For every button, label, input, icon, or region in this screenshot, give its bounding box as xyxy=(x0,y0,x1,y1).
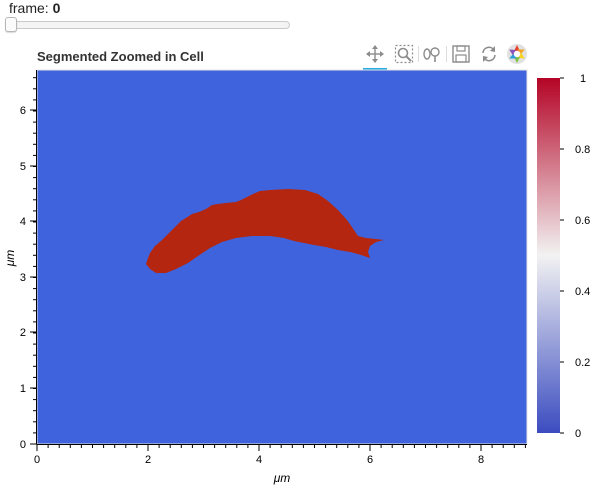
toolbar-separator xyxy=(418,46,419,62)
reset-tool-button[interactable] xyxy=(478,43,500,65)
wheel-zoom-tool-button[interactable] xyxy=(421,43,443,65)
y-axis-label: μm xyxy=(3,250,17,268)
colorbar: 0 0.2 0.4 0.6 0.8 1 xyxy=(537,73,590,440)
frame-slider-track[interactable] xyxy=(8,21,290,29)
save-icon xyxy=(452,45,470,63)
plot-title: Segmented Zoomed in Cell xyxy=(37,49,204,64)
x-tick-label: 6 xyxy=(367,454,373,466)
x-tick-label: 4 xyxy=(256,454,262,466)
wheel-zoom-icon xyxy=(423,47,440,62)
x-tick-label: 0 xyxy=(34,454,40,466)
x-tick-label: 8 xyxy=(478,454,484,466)
x-axis-label: μm xyxy=(273,471,291,485)
pan-icon xyxy=(366,45,384,63)
y-tick-label: 1 xyxy=(20,383,26,395)
colorbar-tick-label: 1 xyxy=(580,73,586,85)
box-zoom-tool-button[interactable] xyxy=(393,43,415,65)
colorbar-tick-label: 0.4 xyxy=(575,286,590,298)
reset-icon xyxy=(482,46,496,62)
segmentation-image xyxy=(37,70,527,444)
y-tick-label: 3 xyxy=(20,272,26,284)
x-axis: 0 2 4 6 8 μm xyxy=(34,444,527,485)
y-axis: 0 1 2 3 4 5 6 μm xyxy=(3,70,37,451)
colorbar-gradient xyxy=(537,78,560,433)
colorbar-tick-label: 0.8 xyxy=(575,144,590,156)
toolbar-separator xyxy=(446,46,447,62)
slider-value: 0 xyxy=(52,0,61,16)
bokeh-logo-icon xyxy=(507,44,527,64)
y-tick-label: 6 xyxy=(20,105,26,117)
slider-label: frame: 0 xyxy=(9,0,60,16)
pan-tool-button[interactable] xyxy=(363,43,387,70)
segmented-cell-mask xyxy=(146,189,384,273)
bokeh-logo-link[interactable] xyxy=(506,43,528,65)
box-zoom-icon xyxy=(394,44,414,64)
colorbar-tick-label: 0.6 xyxy=(575,215,590,227)
y-tick-label: 5 xyxy=(20,161,26,173)
save-tool-button[interactable] xyxy=(450,43,472,65)
slider-label-text: frame: xyxy=(9,0,49,16)
x-tick-label: 2 xyxy=(145,454,151,466)
y-tick-label: 4 xyxy=(20,216,26,228)
plot-frame xyxy=(36,69,528,445)
colorbar-tick-label: 0.2 xyxy=(575,357,590,369)
y-tick-label: 2 xyxy=(20,327,26,339)
frame-slider-handle[interactable] xyxy=(5,17,17,32)
y-tick-label: 0 xyxy=(20,439,26,451)
colorbar-tick-label: 0 xyxy=(575,428,581,440)
